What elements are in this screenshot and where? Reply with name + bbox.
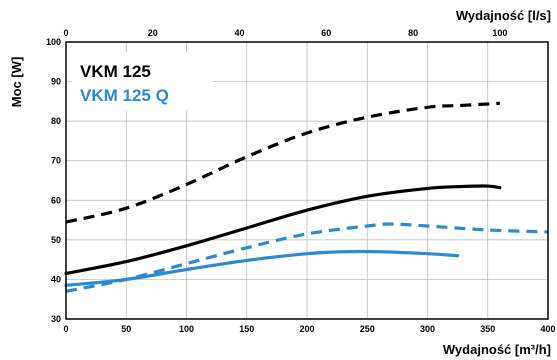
x-tick-label-top: 80 — [408, 28, 418, 38]
x-tick-label-bottom: 200 — [299, 324, 314, 334]
legend: VKM 125 VKM 125 Q — [72, 52, 212, 110]
x-tick-label-bottom: 50 — [121, 324, 131, 334]
x-axis-title-top: Wydajność [l/s] — [456, 8, 551, 23]
x-tick-label-top: 20 — [148, 28, 158, 38]
y-tick-label: 100 — [46, 37, 61, 47]
y-tick-label: 30 — [51, 314, 61, 324]
series-line-0 — [64, 184, 502, 276]
x-tick-label-bottom: 100 — [179, 324, 194, 334]
x-tick-label-bottom: 400 — [540, 324, 555, 334]
series-group — [64, 101, 549, 293]
legend-label-vkm125: VKM 125 — [80, 62, 151, 81]
x-tick-label-top: 0 — [63, 28, 68, 38]
x-tick-label-top: 60 — [321, 28, 331, 38]
legend-label-vkm125q: VKM 125 Q — [80, 86, 169, 105]
x-tick-label-bottom: 250 — [360, 324, 375, 334]
x-tick-label-bottom: 300 — [420, 324, 435, 334]
y-tick-label: 50 — [51, 235, 61, 245]
y-tick-label: 40 — [51, 274, 61, 284]
legend-box — [72, 52, 212, 110]
y-tick-label: 60 — [51, 195, 61, 205]
series-line-2 — [64, 249, 460, 287]
y-tick-label: 90 — [51, 77, 61, 87]
plot-frame — [65, 41, 549, 320]
x-tick-label-bottom: 350 — [480, 324, 495, 334]
x-tick-label-top: 100 — [492, 28, 507, 38]
x-tick-label-top: 40 — [235, 28, 245, 38]
series-line-1 — [65, 101, 500, 224]
x-tick-label-bottom: 150 — [239, 324, 254, 334]
x-tick-label-bottom: 0 — [63, 324, 68, 334]
y-axis-title: Moc [W] — [9, 57, 24, 108]
series-line-3 — [65, 222, 549, 293]
y-tick-label: 70 — [51, 156, 61, 166]
y-tick-label: 80 — [51, 116, 61, 126]
x-axis-title-bottom: Wydajność [m³/h] — [443, 342, 551, 357]
